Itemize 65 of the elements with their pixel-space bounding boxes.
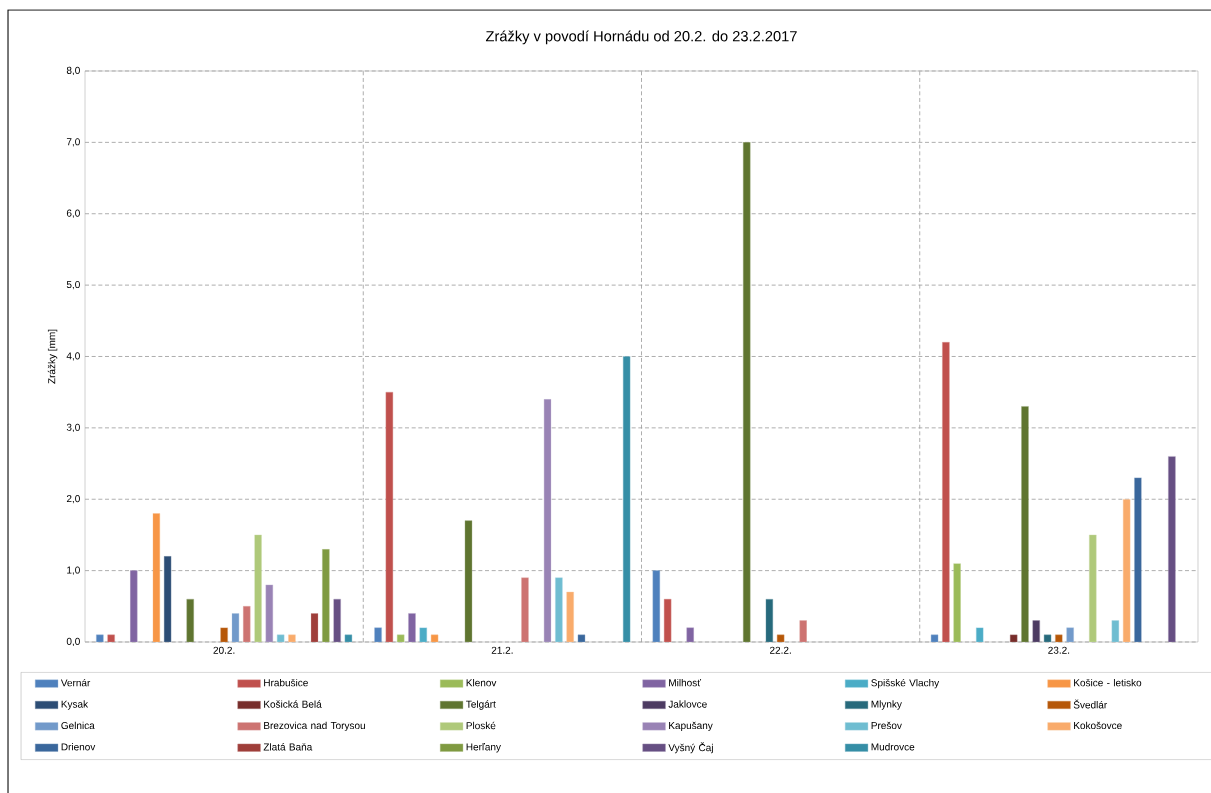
bar [1009,634,1018,642]
legend-label: Košická Belá [264,700,322,708]
bar [310,613,319,642]
legend-label: Zlatá Baňa [263,743,313,751]
bar [186,598,194,642]
bar [231,613,240,642]
x-tick-label: 23.2. [1048,646,1070,654]
legend-label: Gelnica [61,721,95,730]
y-tick-label: 1,0 [67,566,80,575]
bar [686,627,694,642]
bar [464,520,473,642]
legend-label: Jaklovce [668,700,707,708]
legend-label: Kysak [61,700,89,710]
legend-label: Herľany [466,743,501,753]
bar [1021,406,1029,642]
bar [663,598,672,642]
y-tick-label: 6,0 [66,209,80,218]
legend-label: Kokošovce [1074,721,1122,730]
legend-label: Spišské Vlachy [871,678,940,689]
bar [1089,534,1097,642]
x-tick-label: 22.2. [770,646,791,654]
bar [408,613,416,642]
bar [743,142,751,642]
bar [265,584,274,642]
x-tick-label: 20.2. [213,646,235,654]
bar [1066,627,1074,642]
bar [107,634,115,642]
legend-label: Milhosť [669,678,702,687]
x-tick-label: 21.2. [491,646,513,654]
bar [430,634,439,642]
y-tick-label: 4,0 [66,352,80,361]
legend-label: Mudrovce [871,743,915,751]
y-tick-label: 0,0 [66,637,80,647]
bar [152,513,161,642]
bar [521,577,529,642]
bar [543,399,552,642]
bar [322,549,330,642]
bar [130,570,138,642]
legend-label: Mlynky [871,700,902,710]
y-tick-label: 3,0 [66,423,80,432]
legend-label: Prešov [871,721,902,730]
legend-label: Vernár [60,678,91,687]
legend-label: Telgárt [466,700,496,710]
y-tick-label: 2,0 [66,495,80,504]
y-tick-label: 5,0 [66,280,80,290]
bar [243,606,251,642]
bar [799,620,807,642]
legend-label: Klenov [466,678,497,687]
legend-label: Košice - letisko [1074,678,1142,687]
legend-label: Hrabušice [264,678,308,687]
bar [254,534,262,642]
legend-label: Švedlár [1073,699,1108,709]
y-tick-label: 7,0 [66,138,80,147]
y-tick-label: 8,0 [66,66,80,76]
bar [765,598,774,642]
chart-title: Zrážky v povodí Hornádu od 20.2. do 23.2.2017 [485,30,797,45]
legend-label: Vyšný Čaj [668,742,713,754]
legend-label: Drienov [61,743,96,751]
legend-label: Ploské [466,721,496,730]
bar [942,342,950,642]
bar [385,391,394,642]
legend-label: Brezovica nad Torysou [264,721,365,732]
y-axis-title: Zrážky [mm] [47,329,58,384]
legend-label: Kapušany [669,721,713,732]
bar [1043,634,1052,642]
